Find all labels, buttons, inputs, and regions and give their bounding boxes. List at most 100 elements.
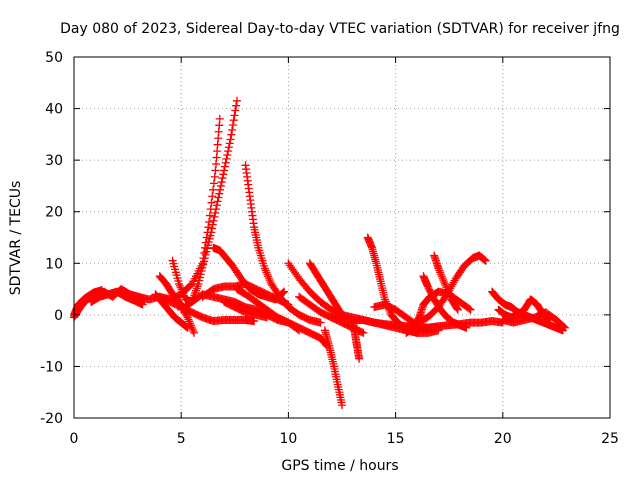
data-point xyxy=(184,315,193,324)
data-point xyxy=(209,179,218,188)
data-point xyxy=(210,212,219,221)
data-point xyxy=(443,285,452,294)
data-point xyxy=(178,287,187,296)
data-point xyxy=(220,166,229,175)
x-axis-label: GPS time / hours xyxy=(281,458,398,474)
y-tick-label: 50 xyxy=(45,50,63,66)
series-arc-06 xyxy=(151,290,192,332)
data-point xyxy=(179,289,188,298)
data-point xyxy=(226,135,235,144)
data-point xyxy=(179,291,188,300)
data-point xyxy=(262,313,271,322)
series-arc-18 xyxy=(320,326,346,410)
data-point xyxy=(440,277,449,286)
data-point xyxy=(435,266,444,275)
data-point xyxy=(438,274,447,283)
data-point xyxy=(221,158,230,167)
axis-ticks: 0 5 10 15 20 25 -20 -10 0 10 20 30 40 50 xyxy=(40,50,619,447)
data-point xyxy=(232,96,241,105)
data-point xyxy=(444,287,453,296)
data-point xyxy=(436,268,445,277)
series-arc-14 xyxy=(241,161,325,327)
y-tick-label: 10 xyxy=(45,256,63,272)
data-point xyxy=(436,270,445,279)
series-arc-08 xyxy=(155,292,259,326)
data-point xyxy=(209,216,218,225)
series-arc-05 xyxy=(155,272,199,337)
data-point xyxy=(229,116,238,125)
data-point xyxy=(175,279,184,288)
data-point xyxy=(190,328,199,337)
data-point xyxy=(213,197,222,206)
data-point xyxy=(208,224,217,233)
data-point xyxy=(440,279,449,288)
series-arc-30 xyxy=(498,308,569,332)
data-point xyxy=(263,270,272,279)
series-arc-26 xyxy=(402,251,490,332)
series-arc-13 xyxy=(220,297,271,322)
data-point xyxy=(481,256,490,265)
chart-title: Day 080 of 2023, Sidereal Day-to-day VTE… xyxy=(60,21,620,37)
series-arc-25 xyxy=(419,272,471,332)
data-point xyxy=(188,325,197,334)
x-tick-label: 25 xyxy=(601,431,619,447)
x-tick-label: 0 xyxy=(70,431,79,447)
data-point xyxy=(465,304,474,313)
data-point xyxy=(224,147,233,156)
data-point xyxy=(225,139,234,148)
data-point xyxy=(218,174,227,183)
data-point xyxy=(445,291,454,300)
data-point xyxy=(214,193,223,202)
data-point xyxy=(205,211,214,220)
data-point xyxy=(261,266,270,275)
data-point xyxy=(215,114,224,123)
data-point xyxy=(217,178,226,187)
data-point xyxy=(211,209,220,218)
data-point xyxy=(219,170,228,179)
data-points xyxy=(70,96,569,410)
data-point xyxy=(204,223,213,232)
data-point xyxy=(359,328,368,337)
data-point xyxy=(138,300,147,309)
x-tick-label: 10 xyxy=(279,431,297,447)
data-point xyxy=(466,305,475,314)
data-point xyxy=(453,305,462,314)
data-point xyxy=(210,172,219,181)
data-point xyxy=(220,162,229,171)
data-point xyxy=(266,277,275,286)
data-point xyxy=(437,272,446,281)
y-tick-label: 0 xyxy=(54,308,63,324)
data-point xyxy=(355,354,364,363)
data-point xyxy=(183,313,192,322)
x-tick-label: 5 xyxy=(177,431,186,447)
x-tick-label: 20 xyxy=(494,431,512,447)
data-point xyxy=(209,185,218,194)
y-tick-label: 40 xyxy=(45,102,63,118)
data-point xyxy=(559,322,568,331)
data-point xyxy=(264,274,273,283)
data-point xyxy=(442,283,451,292)
data-point xyxy=(207,198,216,207)
data-point xyxy=(224,143,233,152)
series-arc-12 xyxy=(232,285,331,350)
data-point xyxy=(189,326,198,335)
data-point xyxy=(452,304,461,313)
data-point xyxy=(230,111,239,120)
data-point xyxy=(222,154,231,163)
x-tick-label: 15 xyxy=(387,431,405,447)
data-point xyxy=(228,125,237,134)
data-point xyxy=(280,287,289,296)
data-point xyxy=(441,281,450,290)
series-arc-27 xyxy=(430,251,462,314)
data-point xyxy=(265,276,274,285)
data-point xyxy=(212,201,221,210)
y-tick-label: -10 xyxy=(40,359,63,375)
series-arc-02 xyxy=(70,286,106,319)
data-point xyxy=(228,121,237,130)
data-point xyxy=(232,101,241,110)
data-point xyxy=(177,285,186,294)
data-point xyxy=(175,281,184,290)
y-tick-label: 20 xyxy=(45,205,63,221)
data-point xyxy=(207,228,216,237)
